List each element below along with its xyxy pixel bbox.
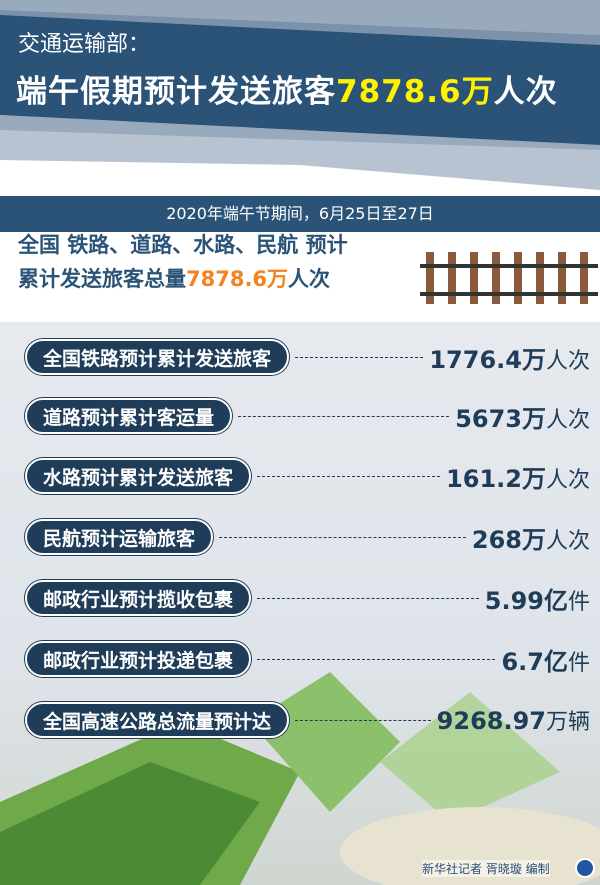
- source-label: 交通运输部：: [18, 32, 151, 57]
- stat-unit: 万辆: [545, 710, 590, 735]
- stat-row: 邮政行业预计揽收包裹 5.99亿件: [25, 580, 590, 616]
- dotted-leader: [257, 597, 479, 599]
- stat-unit: 人次: [545, 407, 590, 433]
- stat-unit: 人次: [545, 528, 590, 554]
- stat-label: 道路预计累计客运量: [25, 398, 233, 434]
- summary-number: 7878.6万: [186, 267, 289, 291]
- stat-row: 水路预计累计发送旅客 161.2万人次: [25, 458, 590, 494]
- zongzi-illustration: [0, 672, 600, 885]
- stat-value: 6.7亿件: [501, 642, 590, 677]
- stat-value: 5673万人次: [455, 399, 590, 434]
- dotted-leader: [295, 719, 431, 721]
- title-suffix: 人次: [493, 74, 558, 110]
- stat-label: 水路预计累计发送旅客: [25, 458, 252, 494]
- header-banner: 交通运输部： 端午假期预计发送旅客7878.6万人次: [0, 0, 600, 190]
- dotted-leader: [257, 475, 441, 477]
- stat-label: 邮政行业预计揽收包裹: [25, 580, 252, 616]
- stat-label: 邮政行业预计投递包裹: [25, 641, 252, 677]
- header-background: [0, 0, 600, 190]
- stat-row: 邮政行业预计投递包裹 6.7亿件: [25, 641, 590, 677]
- summary-line-1: 全国 铁路、道路、水路、民航 预计: [18, 233, 348, 257]
- stat-value: 5.99亿件: [485, 581, 590, 616]
- title-text: 端午假期预计发送旅客: [16, 74, 336, 110]
- stat-value: 9268.97万辆: [437, 704, 590, 736]
- stat-number: 161.2万: [446, 464, 546, 493]
- page-title: 端午假期预计发送旅客7878.6万人次: [16, 66, 558, 111]
- credit-text: 新华社记者 胥晓璇 编制: [422, 860, 550, 877]
- stat-row: 全国高速公路总流量预计达 9268.97万辆: [25, 702, 590, 738]
- stat-number: 9268.97: [436, 707, 546, 735]
- stat-number: 1776.4万: [429, 345, 546, 374]
- stat-value: 268万人次: [472, 520, 590, 555]
- stat-value: 1776.4万人次: [429, 340, 590, 375]
- dotted-leader: [219, 536, 466, 538]
- stat-label: 全国高速公路总流量预计达: [25, 702, 290, 738]
- stat-row: 全国铁路预计累计发送旅客 1776.4万人次: [25, 339, 590, 375]
- summary-line-2: 累计发送旅客总量7878.6万人次: [18, 262, 348, 296]
- stat-unit: 件: [567, 650, 590, 676]
- title-number: 7878.6万: [336, 74, 494, 110]
- stat-value: 161.2万人次: [446, 459, 590, 494]
- stat-number: 5.99亿: [484, 586, 568, 615]
- stat-unit: 件: [567, 589, 590, 615]
- stat-row: 民航预计运输旅客 268万人次: [25, 519, 590, 555]
- xinhua-logo: [575, 858, 595, 878]
- period-banner: 2020年端午节期间，6月25日至27日: [0, 196, 600, 232]
- dotted-leader: [238, 415, 450, 417]
- stat-label: 全国铁路预计累计发送旅客: [25, 339, 290, 375]
- stat-number: 6.7亿: [501, 647, 568, 676]
- summary-prefix: 累计发送旅客总量: [18, 267, 186, 291]
- dotted-leader: [257, 658, 496, 660]
- stat-number: 5673万: [455, 404, 546, 433]
- stat-unit: 人次: [545, 467, 590, 493]
- stat-label: 民航预计运输旅客: [25, 519, 214, 555]
- dotted-leader: [295, 356, 424, 358]
- summary-text: 全国 铁路、道路、水路、民航 预计 累计发送旅客总量7878.6万人次: [18, 228, 348, 296]
- stat-row: 道路预计累计客运量 5673万人次: [25, 398, 590, 434]
- stat-unit: 人次: [545, 348, 590, 374]
- stat-number: 268万: [471, 525, 546, 554]
- summary-suffix: 人次: [288, 267, 331, 291]
- railway-track-icon: [420, 252, 598, 304]
